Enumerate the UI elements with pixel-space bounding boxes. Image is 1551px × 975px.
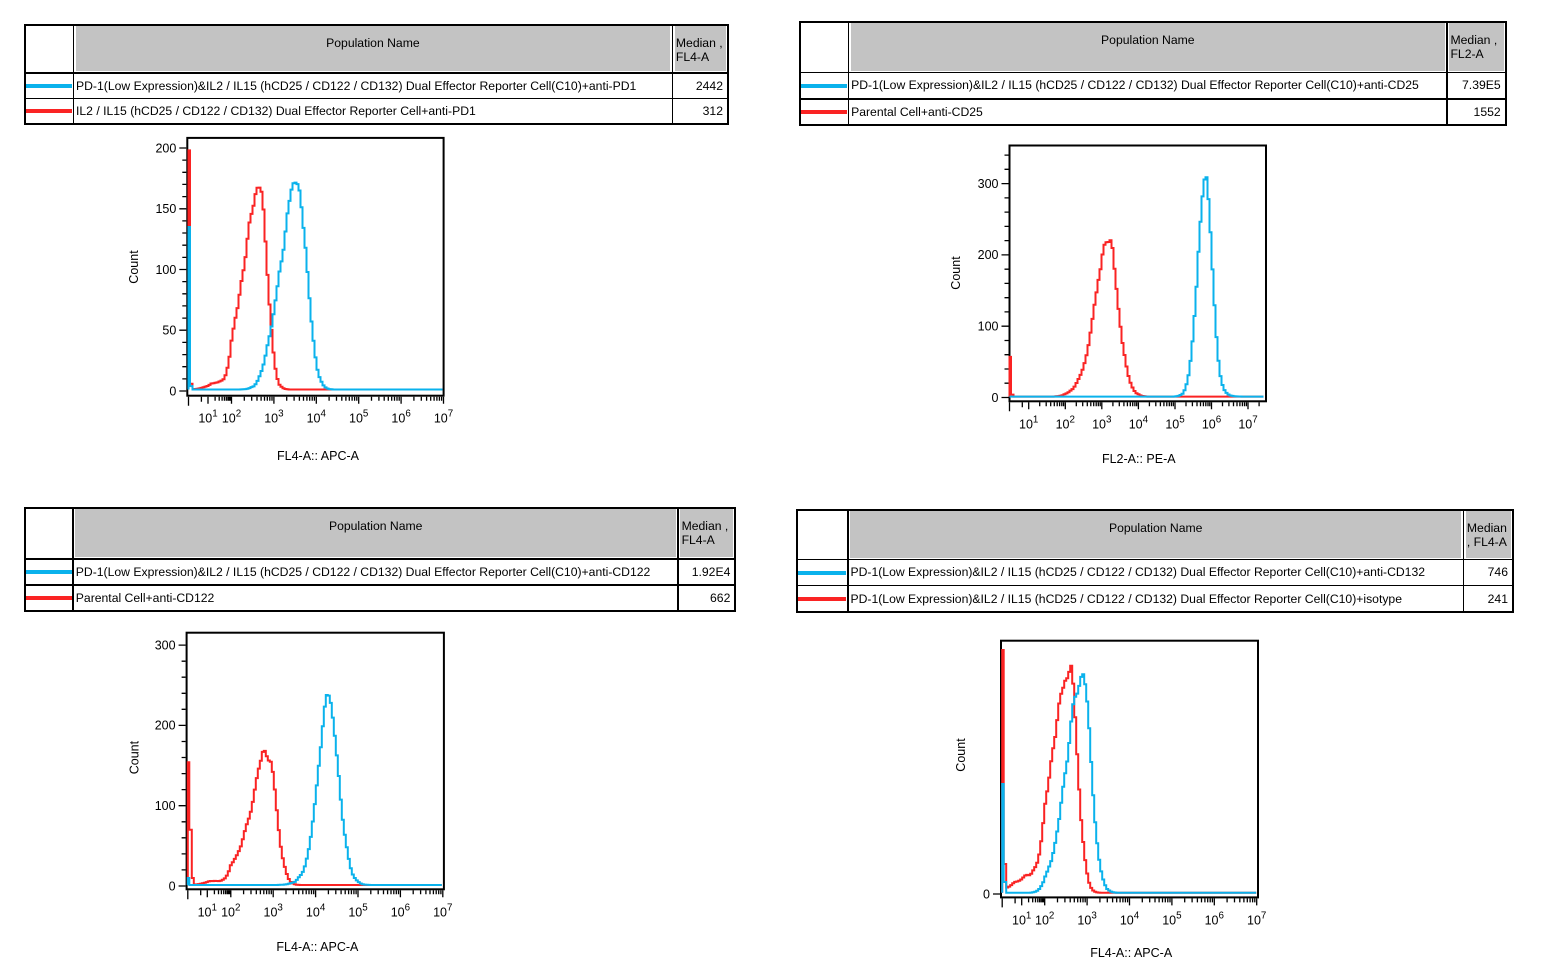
svg-text:150: 150 [155,202,176,216]
svg-text:Count: Count [954,738,968,772]
svg-text:102: 102 [1056,414,1075,431]
svg-text:Count: Count [949,256,963,290]
svg-text:105: 105 [349,409,369,426]
svg-text:Count: Count [127,740,141,774]
svg-text:0: 0 [992,391,999,405]
svg-text:200: 200 [155,719,176,733]
svg-text:104: 104 [1120,910,1140,927]
svg-text:200: 200 [155,141,176,155]
svg-text:300: 300 [155,638,176,652]
svg-text:105: 105 [1162,910,1182,927]
svg-text:101: 101 [198,409,217,426]
svg-text:103: 103 [1092,414,1112,431]
svg-text:200: 200 [978,248,999,262]
svg-text:107: 107 [434,409,453,426]
svg-text:107: 107 [1238,414,1257,431]
svg-text:107: 107 [1247,910,1266,927]
svg-text:FL4-A:: APC-A: FL4-A:: APC-A [1090,946,1173,960]
svg-text:106: 106 [391,902,411,919]
svg-text:100: 100 [155,263,176,277]
svg-text:300: 300 [978,177,999,191]
svg-text:FL2-A:: PE-A: FL2-A:: PE-A [1102,452,1176,466]
svg-text:FL4-A:: APC-A: FL4-A:: APC-A [277,449,360,463]
svg-text:103: 103 [264,409,284,426]
svg-text:103: 103 [1077,910,1097,927]
svg-text:101: 101 [1012,910,1031,927]
svg-text:50: 50 [162,324,176,338]
svg-text:106: 106 [1205,910,1225,927]
svg-text:106: 106 [1202,414,1222,431]
svg-text:104: 104 [307,409,327,426]
svg-text:0: 0 [169,384,176,398]
svg-text:101: 101 [1019,414,1038,431]
svg-text:104: 104 [1129,414,1149,431]
svg-text:106: 106 [391,409,411,426]
svg-text:100: 100 [978,320,999,334]
svg-text:101: 101 [198,902,217,919]
svg-text:104: 104 [306,902,326,919]
svg-text:105: 105 [1165,414,1185,431]
svg-text:103: 103 [264,902,284,919]
svg-text:100: 100 [155,799,176,813]
svg-text:102: 102 [221,902,240,919]
svg-text:102: 102 [1035,910,1054,927]
svg-text:0: 0 [983,887,990,901]
svg-text:107: 107 [433,902,452,919]
svg-text:102: 102 [222,409,241,426]
svg-text:0: 0 [169,879,176,893]
svg-text:Count: Count [127,250,141,284]
svg-text:105: 105 [348,902,368,919]
svg-text:FL4-A:: APC-A: FL4-A:: APC-A [276,940,359,954]
